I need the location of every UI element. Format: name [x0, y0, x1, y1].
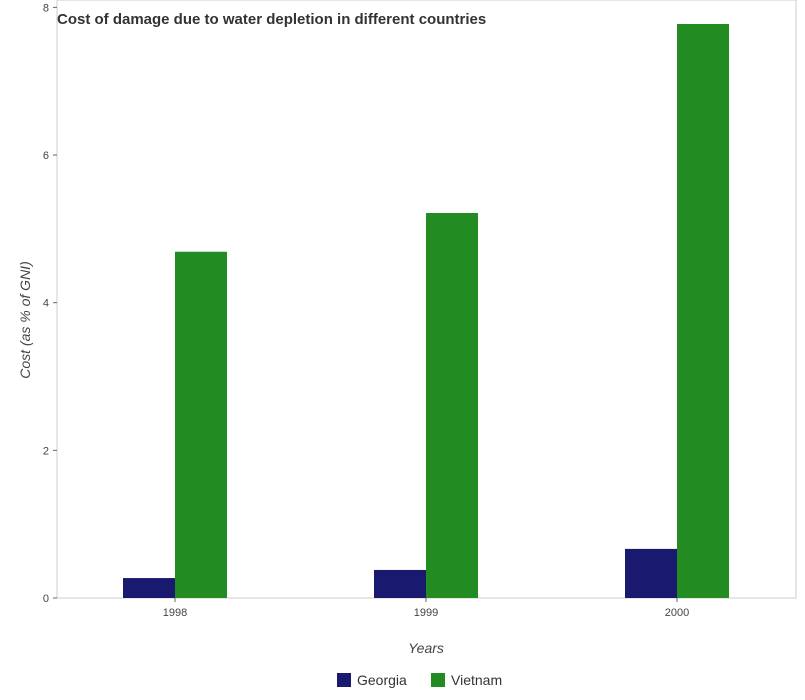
legend-label-vietnam: Vietnam: [451, 672, 502, 688]
bars: [123, 23, 729, 598]
chart-title: Cost of damage due to water depletion in…: [57, 11, 486, 28]
bar-georgia-2000: [625, 548, 677, 598]
bar-vietnam-1999: [426, 212, 478, 598]
bar-georgia-1999: [374, 569, 426, 598]
y-axis-label: Cost (as % of GNI): [17, 261, 33, 378]
legend-swatch-georgia: [337, 673, 351, 687]
y-tick-label: 6: [43, 150, 49, 162]
y-axis-ticks: 0 2 4 6 8: [43, 2, 57, 605]
x-tick-label: 1998: [163, 607, 187, 619]
y-tick-label: 2: [43, 445, 49, 457]
x-tick-label: 2000: [665, 607, 689, 619]
legend: Georgia Vietnam: [337, 672, 502, 688]
legend-label-georgia: Georgia: [357, 672, 407, 688]
y-tick-label: 0: [43, 593, 49, 605]
bar-vietnam-2000: [677, 23, 729, 598]
x-axis-label: Years: [408, 640, 444, 656]
legend-swatch-vietnam: [431, 673, 445, 687]
x-axis-ticks: 1998 1999 2000: [163, 598, 689, 619]
y-tick-label: 8: [43, 2, 49, 14]
x-tick-label: 1999: [414, 607, 438, 619]
y-tick-label: 4: [43, 298, 49, 310]
bar-georgia-1998: [123, 578, 175, 598]
bar-vietnam-1998: [175, 251, 227, 598]
